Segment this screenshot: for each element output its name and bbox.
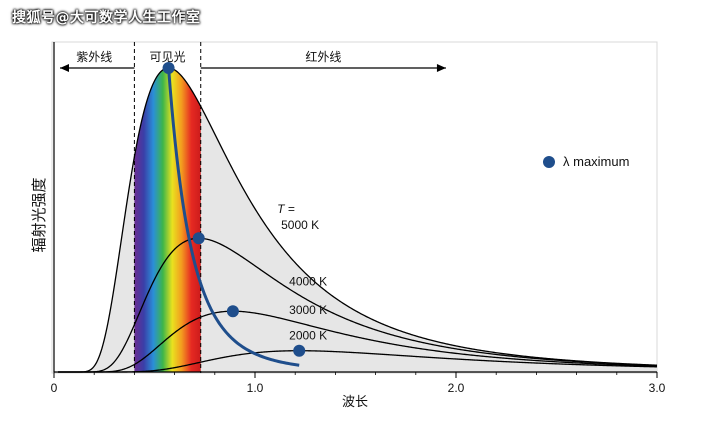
arrowhead xyxy=(60,64,69,72)
curve-label-2000k: 2000 K xyxy=(289,328,327,342)
x-tick-label: 3.0 xyxy=(649,381,666,395)
region-label-0: 紫外线 xyxy=(76,50,112,64)
lambda-max-point-1 xyxy=(192,232,205,245)
curve-area-fill xyxy=(58,68,657,372)
legend-marker xyxy=(543,156,555,168)
curve-label-5000k: 5000 K xyxy=(281,218,319,232)
region-label-1: 可见光 xyxy=(150,50,186,64)
curve-4000k xyxy=(58,237,658,373)
legend: λ maximum xyxy=(543,154,629,169)
curve-label-prefix: T = xyxy=(277,202,295,216)
lambda-max-line xyxy=(167,67,300,367)
lambda-max-point-2 xyxy=(226,305,239,318)
lambda-max-point-0 xyxy=(162,62,175,74)
watermark: 搜狐号@大可数学人生工作室 xyxy=(12,10,201,26)
curve-2000k xyxy=(58,350,658,373)
region-label-2: 红外线 xyxy=(305,49,341,64)
x-tick-label: 0 xyxy=(51,381,58,395)
lambda-max-point-3 xyxy=(293,344,306,357)
x-tick-label: 1.0 xyxy=(247,381,264,395)
curve-label-4000k: 4000 K xyxy=(289,274,327,288)
x-axis-label: 波长 xyxy=(342,394,368,409)
x-tick-label: 2.0 xyxy=(448,381,465,395)
legend-label: λ maximum xyxy=(563,154,629,169)
y-axis-label: 辐射光强度 xyxy=(31,177,48,252)
curve-label-3000k: 3000 K xyxy=(289,303,327,317)
curve-5000k xyxy=(58,67,658,373)
curve-3000k xyxy=(58,310,658,373)
arrowhead xyxy=(436,64,446,72)
visible-spectrum-band xyxy=(134,68,201,372)
